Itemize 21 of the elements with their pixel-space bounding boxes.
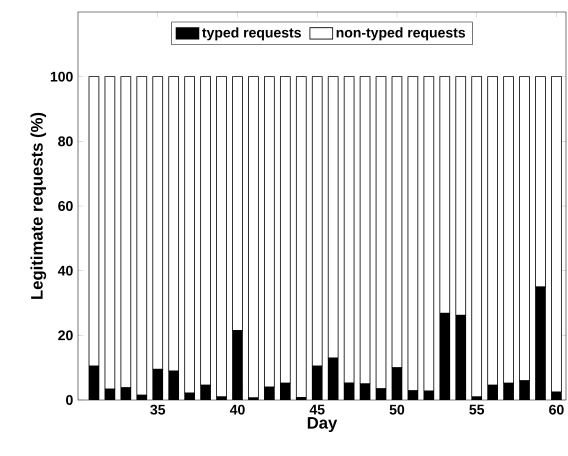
- legend-label: typed requests: [202, 27, 301, 40]
- bar: [471, 76, 482, 398]
- x-tick-label: 55: [469, 404, 484, 414]
- x-tick-label: 40: [230, 404, 245, 415]
- bar: [296, 76, 307, 398]
- x-tick-label: 45: [310, 404, 325, 414]
- x-tick-label: 35: [150, 404, 166, 415]
- x-tick-label: 60: [549, 404, 564, 415]
- bar: [248, 76, 259, 398]
- x-tick-label: 50: [390, 404, 404, 415]
- y-tick-label: 40: [58, 266, 73, 276]
- y-tick-label: 60: [58, 201, 73, 211]
- y-tick-label: 80: [58, 136, 73, 146]
- legend-label: non-typed requests: [336, 27, 466, 40]
- bar: [216, 76, 227, 398]
- y-tick-label: 0: [66, 395, 73, 405]
- y-tick-label: 100: [50, 72, 73, 82]
- bar: [136, 76, 148, 396]
- y-axis-title: Legitimate requests (%): [30, 112, 46, 299]
- x-axis-title: Day: [308, 417, 338, 432]
- y-tick-label: 20: [58, 330, 73, 340]
